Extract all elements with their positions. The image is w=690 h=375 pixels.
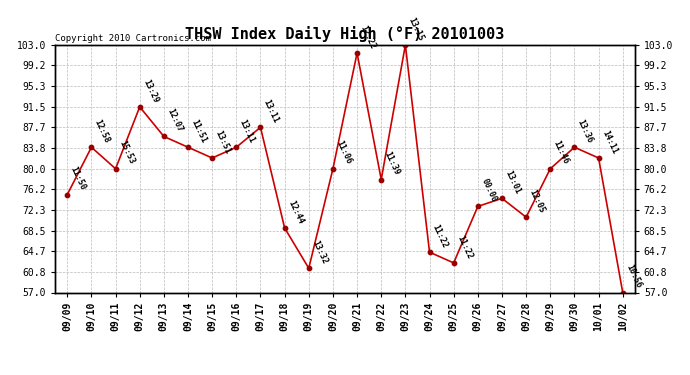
- Point: [497, 195, 508, 201]
- Text: 00:00: 00:00: [480, 177, 498, 204]
- Text: 13:15: 13:15: [407, 16, 426, 42]
- Text: 14:11: 14:11: [600, 129, 619, 155]
- Text: 12:07: 12:07: [166, 107, 184, 134]
- Point: [593, 155, 604, 161]
- Point: [230, 144, 241, 150]
- Point: [279, 225, 290, 231]
- Point: [424, 249, 435, 255]
- Text: 11:22: 11:22: [455, 234, 474, 260]
- Point: [448, 260, 460, 266]
- Text: 11:39: 11:39: [383, 150, 402, 177]
- Text: 12:44: 12:44: [286, 199, 305, 225]
- Text: 12:58: 12:58: [93, 118, 112, 144]
- Text: 11:50: 11:50: [69, 165, 88, 192]
- Point: [617, 290, 628, 296]
- Text: 11:06: 11:06: [335, 140, 353, 166]
- Point: [62, 192, 73, 198]
- Text: 12:05: 12:05: [528, 188, 546, 214]
- Point: [472, 203, 483, 209]
- Text: 13:51: 13:51: [214, 129, 233, 155]
- Point: [545, 166, 556, 172]
- Point: [159, 134, 170, 140]
- Text: 12:22: 12:22: [359, 24, 377, 50]
- Point: [134, 104, 145, 110]
- Point: [400, 42, 411, 48]
- Text: Copyright 2010 Cartronics.com: Copyright 2010 Cartronics.com: [55, 33, 211, 42]
- Point: [351, 50, 363, 56]
- Point: [86, 144, 97, 150]
- Text: 10:56: 10:56: [624, 263, 643, 290]
- Point: [375, 177, 386, 183]
- Text: 15:53: 15:53: [117, 140, 136, 166]
- Point: [207, 155, 218, 161]
- Point: [520, 214, 531, 220]
- Text: 13:32: 13:32: [310, 239, 329, 266]
- Text: 11:46: 11:46: [552, 140, 571, 166]
- Text: 11:51: 11:51: [190, 118, 208, 144]
- Text: 11:22: 11:22: [431, 223, 450, 249]
- Point: [327, 166, 338, 172]
- Title: THSW Index Daily High (°F) 20101003: THSW Index Daily High (°F) 20101003: [186, 27, 504, 42]
- Point: [569, 144, 580, 150]
- Text: 13:11: 13:11: [262, 98, 281, 124]
- Text: 13:36: 13:36: [576, 118, 595, 144]
- Point: [182, 144, 193, 150]
- Point: [110, 166, 121, 172]
- Text: 13:29: 13:29: [141, 78, 160, 104]
- Point: [255, 124, 266, 130]
- Text: 13:11: 13:11: [238, 118, 257, 144]
- Text: 13:01: 13:01: [504, 169, 522, 196]
- Point: [303, 265, 314, 271]
